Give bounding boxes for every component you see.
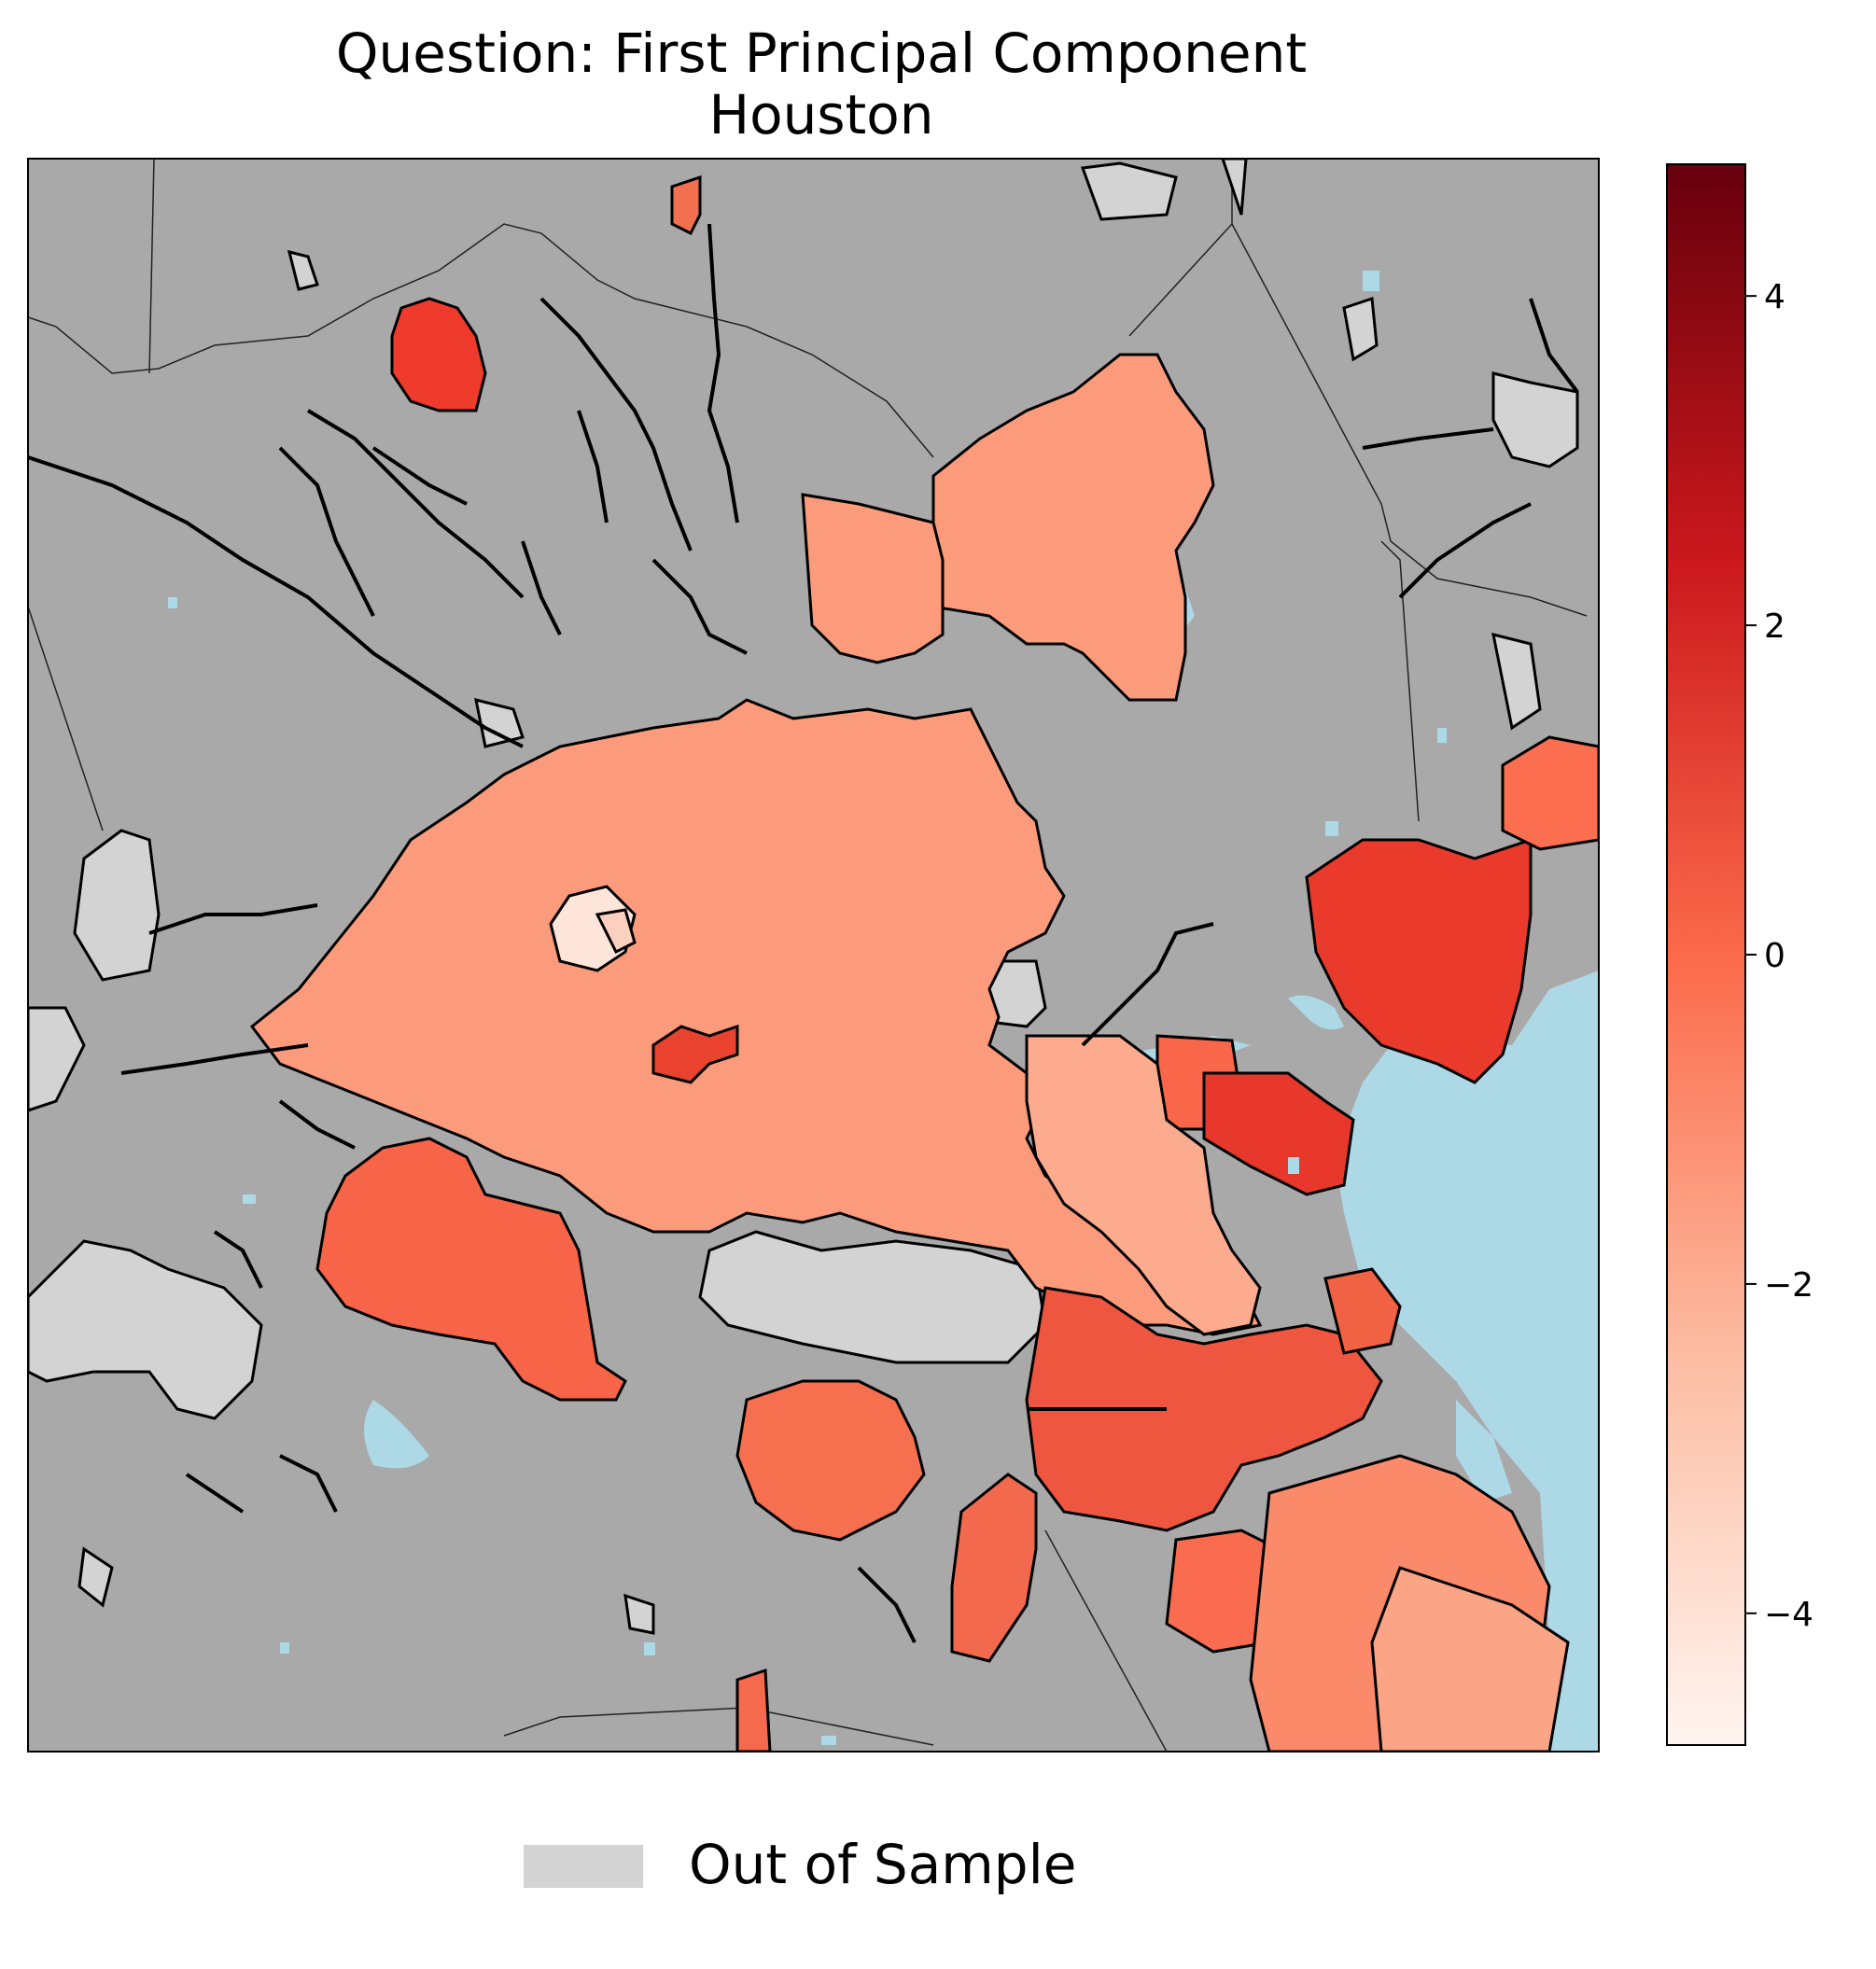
colorbar-tick-label: 4: [1764, 278, 1785, 316]
region-humble: [801, 493, 945, 664]
region-north-spike: [670, 175, 702, 236]
colorbar-tick-label: 0: [1764, 937, 1785, 975]
colorbar-tick-label: −2: [1764, 1266, 1813, 1305]
region-pearland: [735, 1379, 926, 1542]
region-clear-lake: [1025, 1286, 1383, 1532]
region-baytown: [1305, 837, 1533, 1084]
region-sugar-land: [315, 1137, 627, 1402]
in-sample-regions: [249, 175, 1599, 1752]
region-east-pasadena: [1202, 1071, 1355, 1196]
colorbar-gradient: [1666, 163, 1746, 1746]
colorbar-tick-label: 2: [1764, 607, 1785, 646]
map-panel: [28, 159, 1599, 1752]
region-missouri-city: [1323, 1267, 1402, 1355]
network-lines: [28, 223, 1579, 1643]
region-northeast-edge: [1501, 735, 1599, 851]
region-west-u: [595, 908, 637, 955]
region-northwest: [390, 297, 487, 412]
map-title: Question: First Principal Component: [335, 21, 1308, 85]
region-south-corridor: [735, 1668, 772, 1752]
region-north-kingwood: [931, 353, 1215, 702]
region-southwest-pocket: [651, 1024, 739, 1084]
colorbar-tick-label: −4: [1764, 1596, 1813, 1634]
map-frame: [27, 158, 1600, 1753]
region-pasadena: [1025, 1034, 1262, 1336]
water-specks: [168, 271, 1577, 1745]
colorbar: 4 2 0 −2 −4: [1666, 163, 1813, 1746]
map-subtitle: Houston: [708, 83, 934, 147]
colorbar-ticks: 4 2 0 −2 −4: [1745, 278, 1813, 1634]
region-friendswood: [950, 1473, 1038, 1663]
out-of-sample-areas: [28, 159, 1579, 1635]
legend-label: Out of Sample: [689, 1833, 1077, 1896]
region-southeast-edge: [1370, 1566, 1570, 1752]
legend-swatch: [524, 1845, 643, 1888]
